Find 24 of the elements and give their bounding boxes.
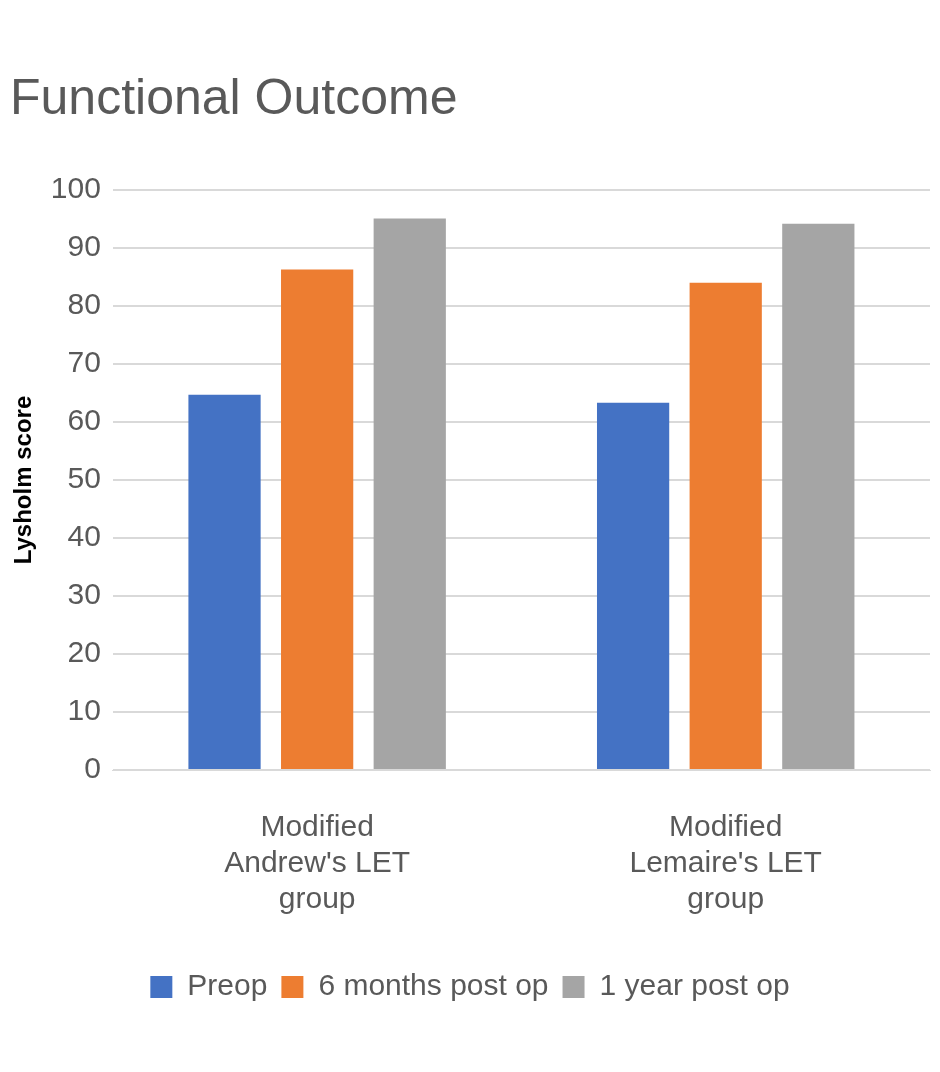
y-tick-label: 100 [50, 171, 101, 205]
y-axis-title: Lysholm score [9, 395, 37, 565]
bar [281, 269, 354, 769]
y-tick-label: 70 [67, 345, 101, 379]
y-tick-label: 0 [84, 751, 101, 785]
bar [689, 282, 762, 769]
x-tick-label: Modified Andrew's LET group [224, 809, 411, 915]
bar [596, 402, 670, 769]
y-tick-label: 20 [67, 635, 101, 669]
y-tick-label: 90 [67, 229, 101, 263]
y-tick-label: 80 [67, 287, 101, 321]
bar [782, 223, 855, 769]
bar [373, 218, 446, 769]
y-tick-label: 50 [67, 461, 101, 495]
chart-title: Functional Outcome [10, 68, 458, 125]
y-tick-label: 40 [67, 519, 101, 553]
legend-label: Preop [187, 968, 268, 1002]
y-tick-label: 60 [67, 403, 101, 437]
y-tick-label: 30 [67, 577, 101, 611]
legend-label: 1 year post op [599, 968, 790, 1002]
legend-label: 6 months post op [318, 968, 549, 1002]
y-tick-label: 10 [67, 693, 101, 727]
bar [188, 394, 261, 769]
x-tick-label: Modified Lemaire's LET group [629, 809, 822, 915]
